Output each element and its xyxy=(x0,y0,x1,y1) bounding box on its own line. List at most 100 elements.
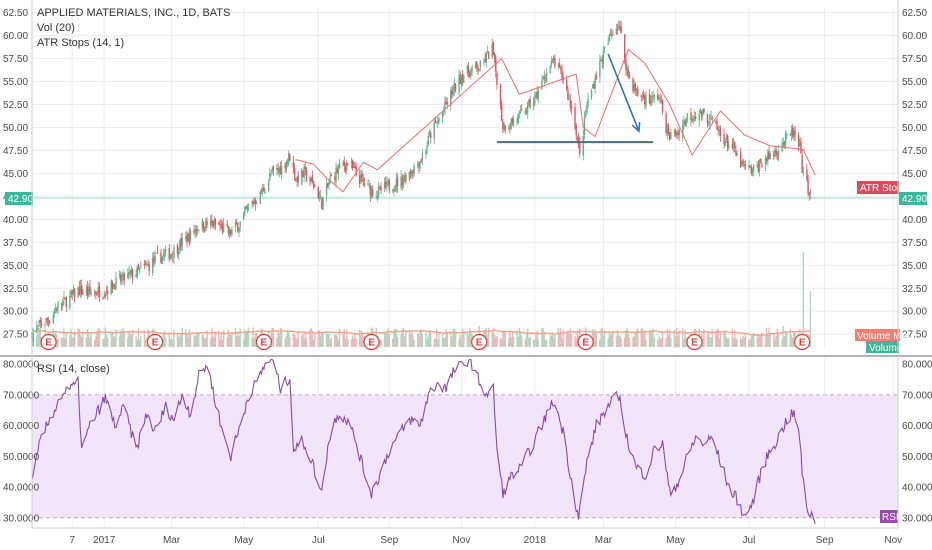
candle-body xyxy=(610,34,613,37)
price-panel[interactable]: E E E E E E E E 27.50 27.50 30.00 30.00 32.50 32.50 3… xyxy=(3,7,927,354)
candle-body xyxy=(637,88,639,96)
candle-body xyxy=(79,286,82,293)
candle-body xyxy=(64,297,66,299)
volume-bar xyxy=(110,332,112,347)
earnings-icon[interactable]: E xyxy=(363,333,380,351)
volume-bar xyxy=(427,334,430,347)
candle-body xyxy=(70,292,72,298)
price-tick-label-right: 52.50 xyxy=(902,100,927,111)
candle-body xyxy=(330,174,333,177)
candle-body xyxy=(73,288,76,298)
volume-bar xyxy=(450,331,452,347)
candle-body xyxy=(751,169,754,173)
candle-body xyxy=(362,179,364,182)
candle-body xyxy=(187,233,189,241)
candle-body xyxy=(467,66,470,73)
earnings-icon[interactable]: E xyxy=(794,333,811,351)
volume-bar xyxy=(402,327,405,347)
volume-bar xyxy=(560,327,562,347)
candle-body xyxy=(401,177,403,186)
candle-body xyxy=(543,76,545,80)
candle-body xyxy=(693,116,696,120)
volume-bar xyxy=(536,330,538,347)
volume-bar xyxy=(379,339,381,347)
volume-bar xyxy=(496,336,498,347)
candle-body xyxy=(284,164,286,169)
volume-bar xyxy=(595,333,598,347)
volume-bar xyxy=(286,329,289,347)
volume-bar xyxy=(318,330,321,347)
volume-bar xyxy=(89,337,91,347)
volume-bar xyxy=(674,336,677,347)
earnings-icon[interactable]: E xyxy=(255,333,272,351)
rsi-panel[interactable]: 30.0000 30.0000 40.0000 40.0000 50.0000 50.00… xyxy=(3,358,932,527)
volume-bar xyxy=(350,339,353,347)
candle-body xyxy=(408,171,411,181)
candle-body xyxy=(220,224,222,226)
volume-bar xyxy=(385,331,387,347)
earnings-icon-circle xyxy=(794,333,811,351)
candle-body xyxy=(130,269,133,274)
candle-body xyxy=(162,254,165,257)
volume-bar xyxy=(121,329,123,347)
candle-body xyxy=(641,97,644,99)
candle-body xyxy=(794,130,796,136)
earnings-icon[interactable]: E xyxy=(40,333,57,351)
volume-bar xyxy=(351,335,354,347)
candle-body xyxy=(228,228,231,235)
volume-bar xyxy=(769,334,771,347)
volume-bar xyxy=(742,336,744,347)
earnings-icon[interactable]: E xyxy=(577,333,594,351)
volume-bar xyxy=(652,328,654,347)
candle-body xyxy=(660,99,663,101)
candle-body xyxy=(459,74,461,84)
candle-body xyxy=(237,222,239,232)
volume-bar xyxy=(80,337,83,347)
earnings-icon[interactable]: E xyxy=(686,333,703,351)
candle-body xyxy=(706,114,709,124)
legend-atr-stops[interactable]: ATR Stops (14, 1) xyxy=(37,37,124,49)
earnings-icon[interactable]: E xyxy=(146,333,164,351)
candle-body xyxy=(372,189,374,196)
volume-bar xyxy=(293,334,296,347)
volume-bar xyxy=(783,336,786,347)
volume-bar xyxy=(138,339,141,347)
candle-body xyxy=(102,297,104,300)
legend-volume[interactable]: Vol (20) xyxy=(37,22,75,34)
candle-body xyxy=(450,90,452,106)
volume-bar xyxy=(453,329,456,347)
price-tick-label-right: 50.00 xyxy=(902,123,927,134)
candle-body xyxy=(309,179,311,182)
rsi-tick-label-left: 30.0000 xyxy=(3,513,40,524)
volume-bar xyxy=(383,332,386,347)
candle-body xyxy=(709,114,711,125)
candle-body xyxy=(510,119,512,129)
candle-body xyxy=(640,95,642,97)
earnings-icon-label: E xyxy=(45,338,52,349)
volume-bar xyxy=(717,328,719,347)
price-tick-label-left: 52.50 xyxy=(3,100,28,111)
volume-bar xyxy=(292,332,295,347)
earnings-icon-circle xyxy=(577,333,594,351)
rsi-tick-label-left: 50.0000 xyxy=(3,452,40,463)
volume-bar xyxy=(343,328,346,347)
candle-body xyxy=(104,293,107,297)
candle-body xyxy=(72,288,75,294)
drawn-arrow[interactable] xyxy=(607,53,641,133)
volume-bar xyxy=(69,335,71,347)
candle-body xyxy=(189,229,192,241)
volume-bar xyxy=(725,336,728,347)
candle-body xyxy=(155,253,157,255)
earnings-icon-label: E xyxy=(152,338,159,349)
candle-body xyxy=(711,117,713,119)
price-tick-label-right: 55.00 xyxy=(902,77,927,88)
earnings-icon[interactable]: E xyxy=(471,333,488,351)
volume-bar xyxy=(792,337,794,347)
candle-body xyxy=(633,84,635,92)
candle-body xyxy=(676,133,678,136)
volume-bar xyxy=(86,329,89,347)
volume-bar xyxy=(732,338,735,347)
volume-bar xyxy=(107,338,109,347)
